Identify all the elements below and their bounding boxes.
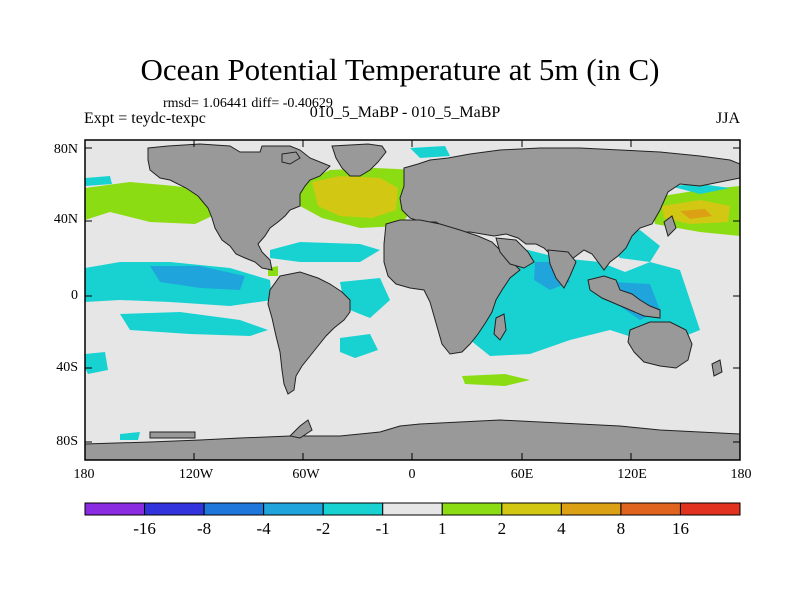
- colorbar-swatch-6: [441, 502, 503, 516]
- warm-anomaly-n-atlantic-core: [312, 176, 398, 218]
- colorbar-swatch-5: [382, 502, 443, 516]
- cool-anomaly-tropical-atlantic: [340, 278, 390, 318]
- lat-tick-40n: 40N: [53, 212, 78, 227]
- colorbar-swatch-3: [263, 502, 324, 516]
- cool-anomaly-se-pacific: [120, 312, 268, 336]
- land-antarctic-peninsula: [288, 419, 313, 439]
- land-greenland: [331, 143, 387, 177]
- cool-anomaly-nw-edge: [85, 176, 112, 186]
- land-north-america: [147, 143, 331, 271]
- cool-anomaly-n-pacific: [670, 184, 730, 194]
- axis-ticks: [85, 140, 740, 460]
- colorbar-level-label: 2: [497, 519, 507, 538]
- experiment-label: Expt = teydc-texpc: [84, 110, 206, 127]
- land-ross-ice: [149, 431, 196, 439]
- cool-anomaly-n-atlantic-band: [270, 242, 380, 262]
- land-antarctica: [85, 419, 740, 460]
- lon-tick-120e: 120E: [617, 467, 647, 482]
- colorbar-level-label: -16: [133, 519, 156, 538]
- colorbar-level-label: -2: [316, 519, 331, 538]
- landmasses: [85, 143, 740, 460]
- lon-tick-180e: 180: [730, 467, 752, 482]
- land-japan: [663, 215, 677, 237]
- colorbar-level-label: -1: [375, 519, 390, 538]
- land-south-america: [267, 271, 351, 395]
- cool-anomaly-southern-ocean: [120, 432, 140, 440]
- lon-tick-180w: 180: [73, 467, 95, 482]
- land-arctic-islands: [281, 151, 301, 165]
- warm-anomaly-ne-pacific: [85, 182, 225, 224]
- lon-tick-120w: 120W: [178, 467, 214, 482]
- colorbar-level-label: 16: [671, 519, 689, 538]
- colorbar: [84, 502, 741, 516]
- stats-label: rmsd= 1.06441 diff= -0.40629: [163, 96, 333, 111]
- colorbar-swatch-10: [679, 502, 741, 516]
- colorbar-swatch-2: [203, 502, 265, 516]
- colorbar-level-label: -4: [256, 519, 271, 538]
- warm-anomaly-nw-pacific-peak: [680, 209, 712, 219]
- map-area: [85, 140, 740, 460]
- anomaly-shading: [85, 146, 740, 440]
- colorbar-level-label: -8: [196, 519, 212, 538]
- lon-tick-0: 0: [408, 467, 416, 482]
- land-australia: [627, 321, 693, 369]
- lon-tick-60w: 60W: [292, 467, 320, 482]
- run-name-label: 010_5_MaBP - 010_5_MaBP: [309, 104, 501, 121]
- cool-anomaly-arctic: [410, 146, 450, 158]
- colorbar-swatch-0: [84, 502, 146, 516]
- lon-tick-60e: 60E: [510, 467, 534, 482]
- lat-tick-0: 0: [71, 288, 78, 303]
- colorbar-swatch-8: [560, 502, 622, 516]
- cool-anomaly-tropical-pacific-core: [150, 266, 245, 290]
- season-label: JJA: [715, 110, 740, 127]
- land-new-zealand: [711, 359, 723, 377]
- cool-anomaly-s-atlantic: [340, 334, 378, 358]
- colorbar-swatch-9: [620, 502, 681, 516]
- colorbar-level-label: 8: [616, 519, 626, 538]
- land-madagascar: [493, 313, 507, 341]
- land-africa: [383, 219, 521, 355]
- lat-tick-80n: 80N: [53, 142, 78, 157]
- plot-title: Ocean Potential Temperature at 5m (in C): [140, 52, 660, 87]
- warm-anomaly-southern-ocean: [462, 374, 530, 386]
- land-maritime-asia: [587, 275, 661, 319]
- land-arabia: [495, 237, 535, 269]
- colorbar-swatch-1: [144, 502, 205, 516]
- lat-tick-40s: 40S: [56, 360, 78, 375]
- colorbar-level-label: 4: [557, 519, 566, 538]
- lat-tick-80s: 80S: [56, 434, 78, 449]
- land-india: [547, 249, 577, 289]
- colorbar-swatch-4: [322, 502, 384, 516]
- colorbar-level-label: 1: [438, 519, 447, 538]
- colorbar-swatch-7: [501, 502, 562, 516]
